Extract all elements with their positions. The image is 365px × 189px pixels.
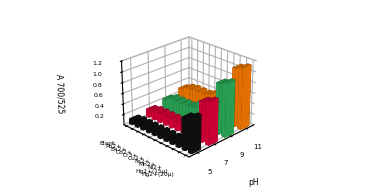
X-axis label: pH: pH (248, 178, 259, 187)
